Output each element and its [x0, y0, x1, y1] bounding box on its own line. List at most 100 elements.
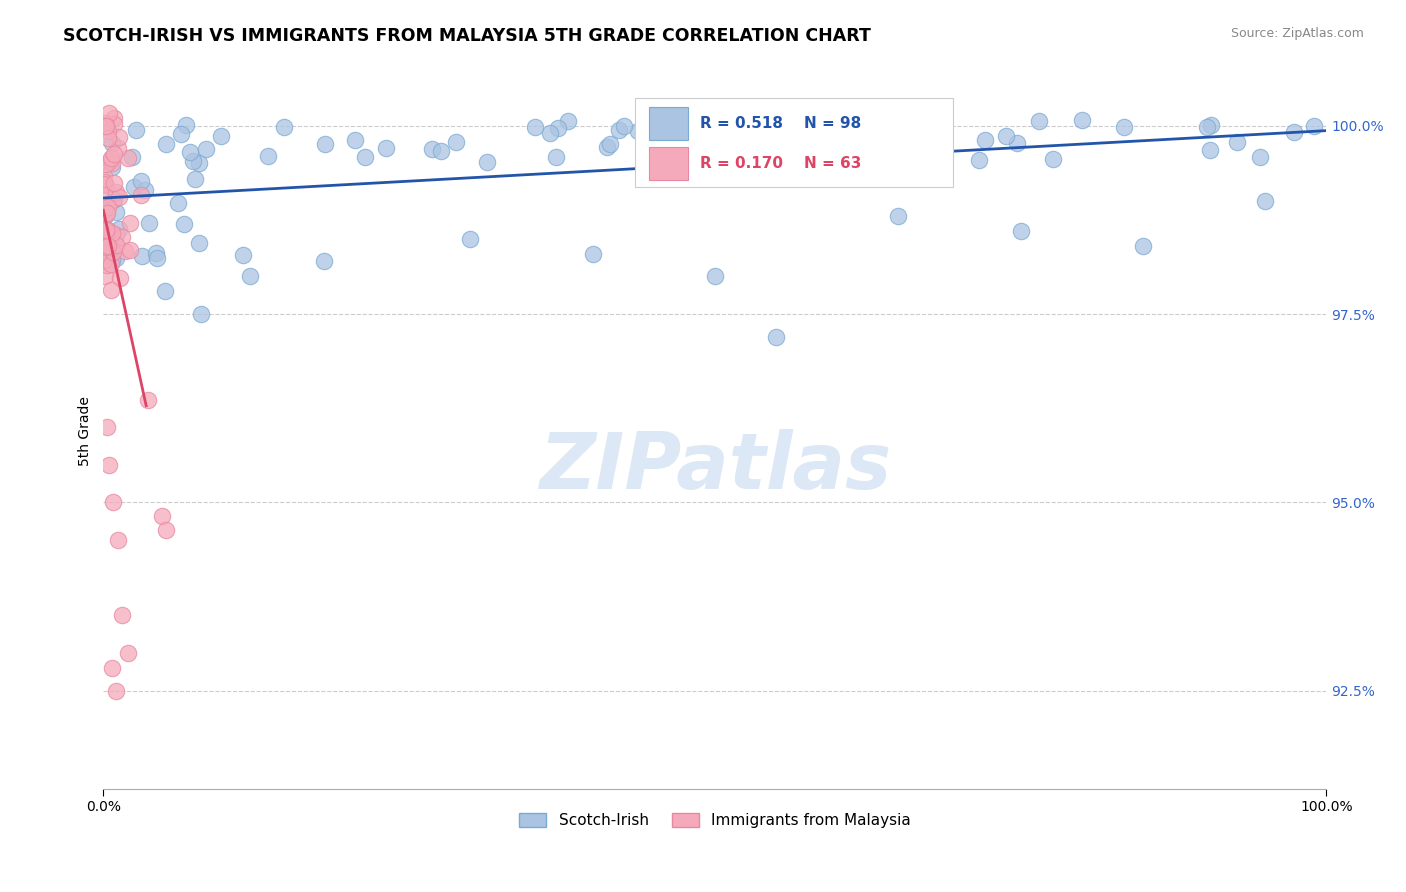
Point	[96, 246, 118, 260]
Point	[103, 176, 125, 190]
Point	[94, 210, 117, 224]
Point	[96, 206, 118, 220]
FancyBboxPatch shape	[650, 146, 688, 179]
Text: R = 0.170    N = 63: R = 0.170 N = 63	[700, 155, 862, 170]
Point	[167, 196, 190, 211]
Point	[104, 251, 127, 265]
Point	[150, 509, 173, 524]
Point	[170, 127, 193, 141]
Point	[93, 177, 115, 191]
Point	[94, 223, 117, 237]
Point	[703, 269, 725, 284]
Point	[544, 150, 567, 164]
Point	[702, 129, 724, 144]
Point	[117, 646, 139, 660]
Point	[1005, 136, 1028, 150]
Text: SCOTCH-IRISH VS IMMIGRANTS FROM MALAYSIA 5TH GRADE CORRELATION CHART: SCOTCH-IRISH VS IMMIGRANTS FROM MALAYSIA…	[63, 27, 872, 45]
FancyBboxPatch shape	[650, 107, 688, 140]
Point	[93, 202, 115, 217]
Point	[98, 234, 121, 248]
Point	[146, 251, 169, 265]
Point	[557, 113, 579, 128]
Point	[1282, 125, 1305, 139]
Point	[644, 143, 666, 157]
Point	[103, 111, 125, 125]
Point	[1010, 224, 1032, 238]
Point	[547, 121, 569, 136]
Point	[761, 142, 783, 156]
Point	[101, 136, 124, 150]
Point	[105, 228, 128, 243]
Point	[730, 156, 752, 170]
Point	[675, 116, 697, 130]
Point	[101, 661, 124, 675]
Point	[599, 137, 621, 152]
Point	[973, 133, 995, 147]
Point	[96, 119, 118, 133]
Legend: Scotch-Irish, Immigrants from Malaysia: Scotch-Irish, Immigrants from Malaysia	[513, 807, 917, 835]
Point	[125, 123, 148, 137]
Point	[97, 223, 120, 237]
Point	[652, 127, 675, 141]
Point	[969, 153, 991, 168]
Point	[94, 239, 117, 253]
Point	[104, 237, 127, 252]
Point	[111, 230, 134, 244]
Point	[1132, 239, 1154, 253]
Point	[97, 131, 120, 145]
Point	[865, 122, 887, 136]
Point	[765, 329, 787, 343]
Point	[98, 154, 121, 169]
Point	[129, 187, 152, 202]
Point	[1254, 194, 1277, 208]
Point	[155, 136, 177, 151]
Point	[430, 144, 453, 158]
Point	[231, 248, 253, 262]
Point	[155, 523, 177, 537]
Point	[183, 171, 205, 186]
Point	[117, 151, 139, 165]
Point	[111, 608, 134, 623]
Point	[1249, 150, 1271, 164]
Point	[131, 250, 153, 264]
Point	[94, 269, 117, 284]
Point	[748, 113, 770, 128]
Point	[1199, 119, 1222, 133]
Point	[690, 136, 713, 150]
Point	[312, 254, 335, 268]
Point	[607, 123, 630, 137]
Point	[96, 232, 118, 246]
Point	[103, 117, 125, 131]
Point	[209, 128, 232, 143]
FancyBboxPatch shape	[636, 98, 953, 187]
Point	[122, 179, 145, 194]
Point	[153, 285, 176, 299]
Point	[118, 244, 141, 258]
Point	[129, 174, 152, 188]
Point	[101, 160, 124, 174]
Point	[644, 135, 666, 149]
Point	[94, 206, 117, 220]
Point	[134, 183, 156, 197]
Point	[1303, 119, 1326, 133]
Y-axis label: 5th Grade: 5th Grade	[79, 396, 93, 466]
Point	[581, 246, 603, 260]
Point	[100, 155, 122, 169]
Point	[96, 156, 118, 170]
Point	[94, 178, 117, 193]
Point	[343, 133, 366, 147]
Point	[477, 154, 499, 169]
Point	[824, 135, 846, 149]
Point	[1226, 136, 1249, 150]
Point	[893, 124, 915, 138]
Point	[354, 151, 377, 165]
Point	[239, 269, 262, 284]
Point	[1042, 152, 1064, 166]
Point	[101, 495, 124, 509]
Point	[374, 141, 396, 155]
Text: Source: ZipAtlas.com: Source: ZipAtlas.com	[1230, 27, 1364, 40]
Point	[108, 221, 131, 235]
Point	[107, 533, 129, 547]
Point	[596, 140, 619, 154]
Point	[104, 683, 127, 698]
